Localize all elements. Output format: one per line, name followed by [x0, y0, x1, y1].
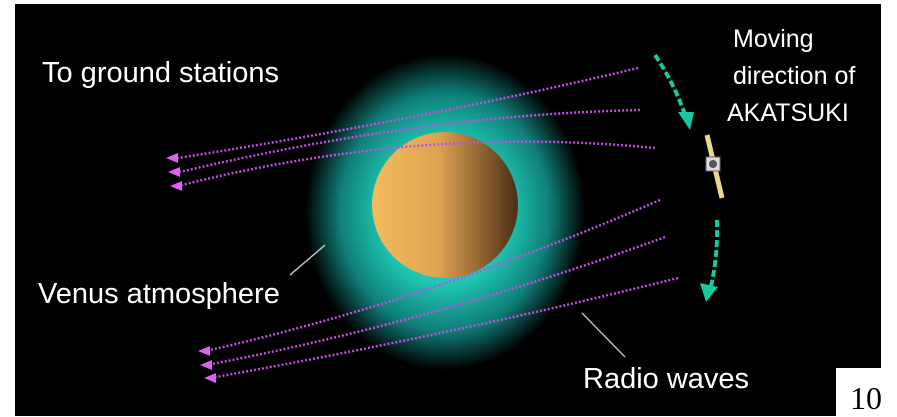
radio-label: Radio waves [583, 363, 749, 395]
venus [372, 132, 518, 278]
ground-label: To ground stations [42, 57, 279, 89]
leaders [289, 244, 626, 358]
radio-rays [166, 66, 679, 383]
satellite [704, 134, 725, 199]
moving-label: AKATSUKI [727, 99, 849, 127]
page-number-box [836, 368, 897, 417]
arrow-heads [678, 112, 718, 302]
atmosphere-label: Venus atmosphere [38, 278, 280, 310]
moving-label: Moving [733, 25, 814, 53]
page-number: 10 [850, 380, 882, 416]
motion-arrows [653, 53, 720, 291]
moving-label: direction of [733, 62, 855, 90]
